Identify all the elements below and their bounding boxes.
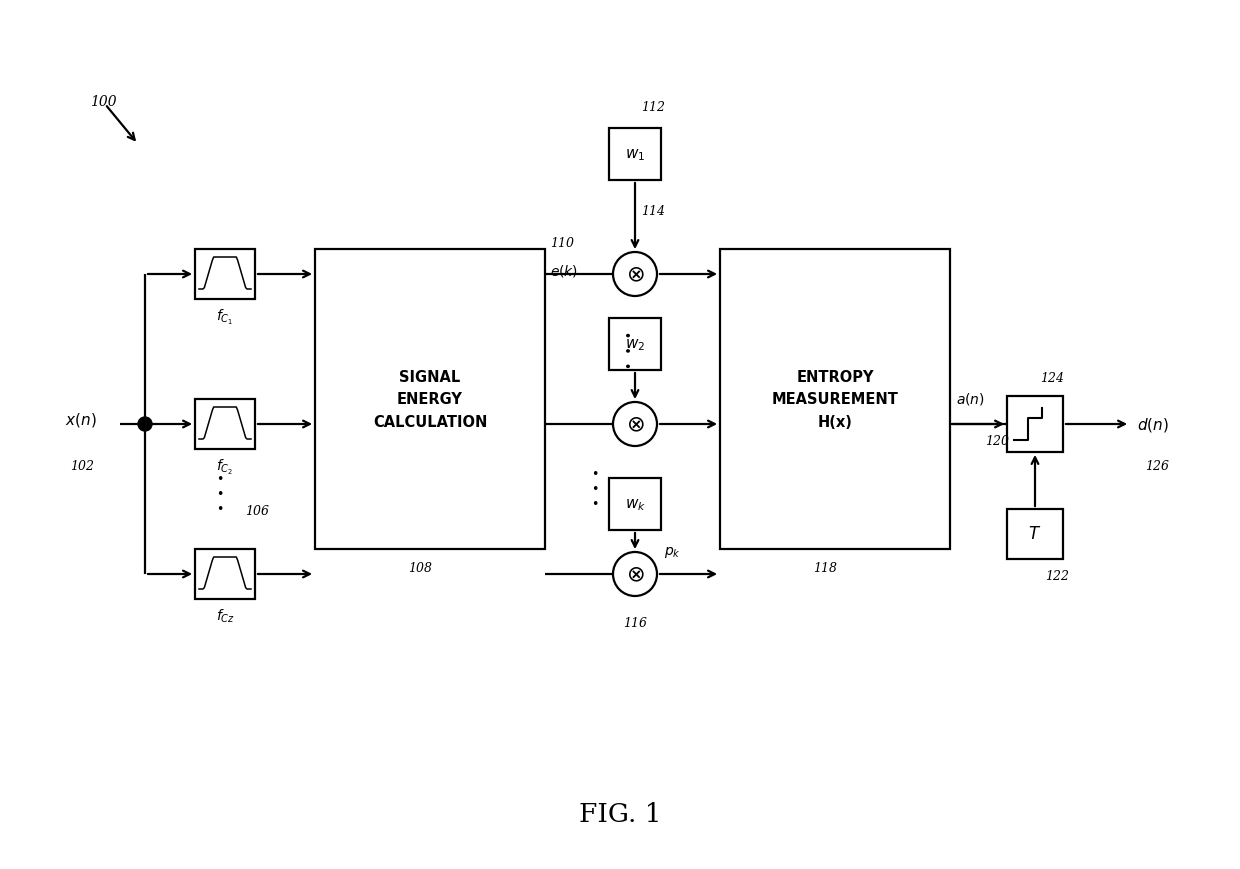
Text: $w_1$: $w_1$ <box>625 147 645 163</box>
Text: SIGNAL
ENERGY
CALCULATION: SIGNAL ENERGY CALCULATION <box>373 370 487 429</box>
Text: 100: 100 <box>91 95 117 109</box>
Text: 124: 124 <box>1040 372 1064 385</box>
Text: 112: 112 <box>641 101 665 114</box>
Bar <box>195 249 255 300</box>
Bar <box>1007 509 1063 560</box>
Text: 122: 122 <box>1045 569 1069 582</box>
Text: 106: 106 <box>246 504 269 517</box>
Text: $\otimes$: $\otimes$ <box>626 265 645 285</box>
Bar <box>1007 396 1063 453</box>
Circle shape <box>613 553 657 596</box>
Bar <box>609 479 661 530</box>
Bar <box>609 129 661 181</box>
Circle shape <box>613 402 657 447</box>
Text: $f_{C_2}$: $f_{C_2}$ <box>217 457 233 476</box>
Text: $w_k$: $w_k$ <box>625 496 646 512</box>
Bar <box>195 400 255 449</box>
Text: $w_2$: $w_2$ <box>625 337 645 353</box>
Text: 114: 114 <box>641 205 665 218</box>
Bar <box>315 249 546 549</box>
Text: $e(k)$: $e(k)$ <box>551 262 578 279</box>
Text: 118: 118 <box>813 561 837 574</box>
Text: $f_{Cz}$: $f_{Cz}$ <box>216 607 234 625</box>
Text: 126: 126 <box>1145 460 1169 473</box>
Circle shape <box>138 417 153 432</box>
Text: •
•
•: • • • <box>591 468 599 511</box>
Text: 108: 108 <box>408 561 432 574</box>
Text: 110: 110 <box>551 236 574 249</box>
Text: •  •  •: • • • <box>624 330 636 368</box>
Text: $p_k$: $p_k$ <box>663 544 681 560</box>
Text: •
•
•: • • • <box>216 473 223 516</box>
Text: FIG. 1: FIG. 1 <box>579 801 661 826</box>
Text: $\otimes$: $\otimes$ <box>626 564 645 584</box>
Text: $d(n)$: $d(n)$ <box>1137 415 1169 434</box>
Bar <box>720 249 950 549</box>
Text: $x(n)$: $x(n)$ <box>64 410 97 428</box>
Text: $\otimes$: $\otimes$ <box>626 415 645 434</box>
Text: $T$: $T$ <box>1028 526 1042 543</box>
Bar <box>195 549 255 600</box>
Circle shape <box>613 253 657 296</box>
Text: 102: 102 <box>69 460 94 473</box>
Text: $a(n)$: $a(n)$ <box>956 390 985 407</box>
Text: ENTROPY
MEASUREMENT
H(x): ENTROPY MEASUREMENT H(x) <box>771 370 899 429</box>
Text: 116: 116 <box>622 616 647 629</box>
Bar <box>609 319 661 370</box>
Text: $f_{C_1}$: $f_{C_1}$ <box>216 308 233 327</box>
Text: 120: 120 <box>985 434 1009 448</box>
